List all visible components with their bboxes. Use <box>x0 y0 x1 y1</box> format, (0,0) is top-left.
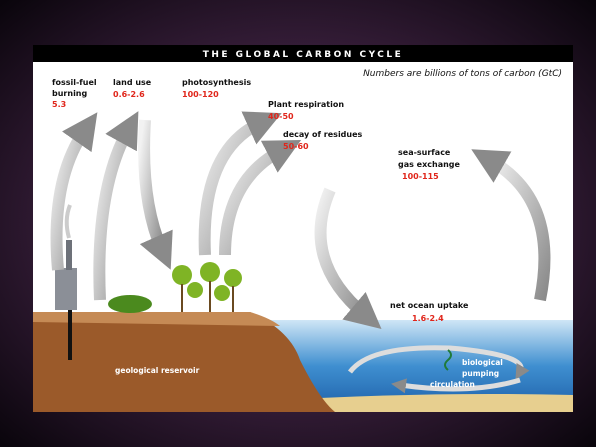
page: THE GLOBAL CARBON CYCLE Numbers are bill… <box>0 0 596 447</box>
chimney <box>66 240 72 270</box>
flux-value: 1.6-2.4 <box>412 314 444 323</box>
flux-value: 100-120 <box>182 90 219 99</box>
pipe <box>68 310 72 360</box>
flux-value: 5.3 <box>52 100 66 109</box>
flux-label: net ocean uptake <box>390 301 469 310</box>
flux-label: fossil-fuel <box>52 78 97 87</box>
flux-label: gas exchange <box>398 160 461 169</box>
flux-value: 50-60 <box>283 142 309 151</box>
subtitle: Numbers are billions of tons of carbon (… <box>363 69 562 79</box>
bush <box>108 295 152 313</box>
flux-label: photosynthesis <box>182 78 251 87</box>
flux-label: burning <box>52 89 88 98</box>
flux-value: 100-115 <box>402 172 439 181</box>
sea-floor <box>320 394 573 412</box>
flux-value: 40-50 <box>268 112 294 121</box>
pumping-label: pumping <box>462 369 499 378</box>
circulation-label: circulation <box>430 380 475 389</box>
reservoir-label: geological reservoir <box>115 366 200 375</box>
flux-label: decay of residues <box>283 130 363 139</box>
flux-label: sea-surface <box>398 148 451 157</box>
factory <box>55 268 77 310</box>
pumping-label: biological <box>462 358 503 367</box>
flux-value: 0.6-2.6 <box>113 90 145 99</box>
flux-label: Plant respiration <box>268 100 344 109</box>
flux-label: land use <box>113 78 152 87</box>
title: THE GLOBAL CARBON CYCLE <box>203 50 404 60</box>
